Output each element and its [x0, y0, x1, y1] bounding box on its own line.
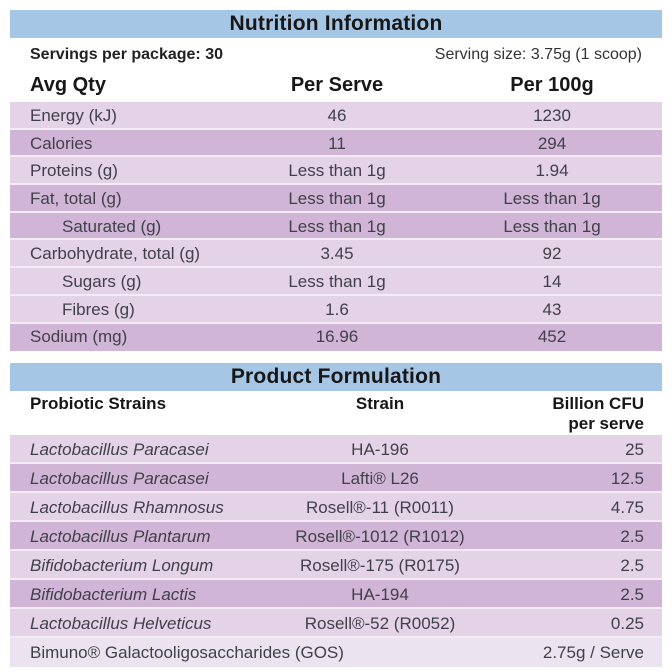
table-row-strain-3: Lactobacillus Rhamnosus Rosell®-11 (R001… [10, 493, 662, 523]
nutrient-label: Energy (kJ) [30, 105, 117, 125]
per-100g-value: Less than 1g [503, 188, 601, 208]
gos-label: Bimuno® Galactooligosaccharides (GOS) [30, 642, 344, 662]
per-serve-value: Less than 1g [288, 161, 386, 181]
table-row-sodium: Sodium (mg) 16.96 452 [10, 323, 662, 352]
strain-code: Rosell®-11 (R0011) [306, 497, 454, 517]
strain-code: Lafti® L26 [341, 468, 419, 488]
per-serve-value: Less than 1g [288, 216, 386, 236]
cfu-value: 2.5 [620, 526, 644, 546]
strain-name: Lactobacillus Rhamnosus [30, 497, 224, 517]
table-row-calories: Calories 11 294 [10, 129, 662, 158]
strain-code: Rosell®-175 (R0175) [300, 555, 460, 575]
nutrient-label: Fat, total (g) [30, 188, 122, 208]
strain-name: Lactobacillus Paracasei [30, 468, 209, 488]
strain-code: HA-194 [351, 584, 409, 604]
per-100g-value: 452 [537, 327, 567, 347]
formulation-title-bar: Product Formulation [10, 363, 662, 392]
strain-code: Rosell®-52 (R0052) [304, 613, 456, 633]
per-100g-value: 1230 [533, 105, 571, 125]
per-100g-value: 92 [542, 244, 562, 264]
strain-name: Lactobacillus Paracasei [30, 439, 209, 459]
nutrient-label: Sodium (mg) [30, 327, 128, 347]
serving-size: Serving size: 3.75g (1 scoop) [434, 46, 642, 63]
table-row-strain-1: Lactobacillus Paracasei HA-196 25 [10, 435, 662, 465]
column-header-per-serve: Per Serve [290, 74, 384, 96]
nutrient-label: Calories [30, 133, 93, 153]
strain-name: Bifidobacterium Longum [30, 555, 214, 575]
table-row-strain-4: Lactobacillus Plantarum Rosell®-1012 (R1… [10, 522, 662, 552]
table-row-fibres: Fibres (g) 1.6 43 [10, 295, 662, 324]
formulation-title: Product Formulation [230, 365, 442, 389]
per-serve-value: 46 [327, 105, 347, 125]
formulation-rows: Lactobacillus Paracasei HA-196 25 Lactob… [10, 435, 662, 668]
strain-name: Lactobacillus Plantarum [30, 526, 211, 546]
nutrient-label: Saturated (g) [62, 216, 162, 236]
cfu-value: 12.5 [610, 468, 644, 488]
table-row-strain-5: Bifidobacterium Longum Rosell®-175 (R017… [10, 551, 662, 581]
nutrient-label: Carbohydrate, total (g) [30, 244, 201, 264]
cfu-value: 2.5 [620, 584, 644, 604]
column-header-per-100g: Per 100g [510, 74, 594, 96]
column-header-strain: Strain [355, 394, 405, 414]
per-serve-value: Less than 1g [288, 271, 386, 291]
per-serve-value: 11 [328, 133, 346, 153]
formulation-panel: Product Formulation Probiotic Strains St… [10, 363, 662, 668]
strain-code: Rosell®-1012 (R1012) [295, 526, 465, 546]
per-serve-value: 16.96 [315, 327, 359, 347]
per-100g-value: 294 [537, 133, 567, 153]
nutrient-label: Fibres (g) [62, 299, 135, 319]
column-header-billion-cfu: Billion CFU per serve [552, 394, 644, 434]
servings-per-package: Servings per package: 30 [30, 46, 223, 63]
cfu-value: 4.75 [610, 497, 644, 517]
per-serve-value: 3.45 [320, 244, 354, 264]
table-row-gos: Bimuno® Galactooligosaccharides (GOS) 2.… [10, 638, 662, 668]
serving-meta-row: Servings per package: 30 Serving size: 3… [10, 38, 662, 69]
column-header-avg-qty: Avg Qty [30, 74, 106, 96]
per-serve-value: Less than 1g [288, 188, 386, 208]
table-row-energy: Energy (kJ) 46 1230 [10, 102, 662, 130]
strain-code: HA-196 [351, 439, 409, 459]
nutrient-label: Proteins (g) [30, 161, 118, 181]
table-row-strain-2: Lactobacillus Paracasei Lafti® L26 12.5 [10, 464, 662, 494]
cfu-value: 0.25 [610, 613, 644, 633]
per-100g-value: 43 [542, 299, 562, 319]
strain-name: Lactobacillus Helveticus [30, 613, 212, 633]
per-100g-value: 1.94 [535, 161, 569, 181]
nutrient-label: Sugars (g) [62, 271, 142, 291]
table-row-saturated: Saturated (g) Less than 1g Less than 1g [10, 212, 662, 241]
column-header-probiotic-strains: Probiotic Strains [30, 394, 167, 414]
gos-value: 2.75g / Serve [542, 642, 644, 662]
nutrition-title-bar: Nutrition Information [10, 10, 662, 38]
cfu-value: 2.5 [620, 555, 644, 575]
formulation-column-headers: Probiotic Strains Strain Billion CFU per… [10, 391, 662, 435]
per-100g-value: Less than 1g [503, 216, 601, 236]
cfu-value: 25 [625, 439, 644, 459]
strain-name: Bifidobacterium Lactis [30, 584, 197, 604]
nutrition-title: Nutrition Information [229, 12, 443, 35]
table-row-fat-total: Fat, total (g) Less than 1g Less than 1g [10, 185, 662, 213]
table-row-sugars: Sugars (g) Less than 1g 14 [10, 268, 662, 296]
table-row-strain-7: Lactobacillus Helveticus Rosell®-52 (R00… [10, 609, 662, 639]
nutrition-column-headers: Avg Qty Per Serve Per 100g [10, 69, 662, 102]
table-row-strain-6: Bifidobacterium Lactis HA-194 2.5 [10, 580, 662, 610]
table-row-proteins: Proteins (g) Less than 1g 1.94 [10, 157, 662, 186]
table-row-carbohydrate: Carbohydrate, total (g) 3.45 92 [10, 240, 662, 269]
nutrition-rows: Energy (kJ) 46 1230 Calories 11 294 Prot… [10, 102, 662, 352]
nutrition-panel: Nutrition Information Servings per packa… [10, 10, 662, 352]
per-serve-value: 1.6 [325, 299, 349, 319]
per-100g-value: 14 [542, 271, 562, 291]
